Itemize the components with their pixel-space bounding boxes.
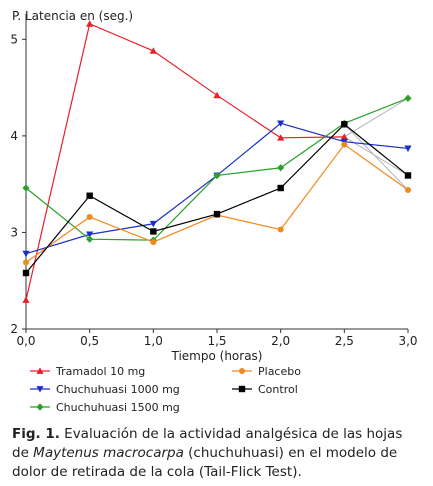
data-point-chuchuhuasi-1000-mg (277, 120, 285, 127)
data-point-control (341, 121, 348, 128)
gray-connector-lines (343, 97, 409, 191)
legend-label: Control (258, 383, 298, 396)
legend-marker (36, 367, 44, 374)
figure-caption: Fig. 1. Evaluación de la actividad analg… (12, 425, 422, 482)
legend-entry-chuchuhuasi-1500-mg: Chuchuhuasi 1500 mg (30, 401, 180, 414)
data-point-chuchuhuasi-1500-mg (213, 171, 221, 180)
data-point-control (213, 210, 221, 218)
caption-text-after: (chuchuhuasi) en el modelo de dolor de r… (12, 445, 398, 480)
data-point-chuchuhuasi-1000-mg (22, 250, 30, 258)
x-axis-label: Tiempo (horas) (171, 349, 263, 363)
data-point-control (277, 184, 284, 192)
data-point-tramadol-10-mg (213, 91, 221, 99)
series-line-control (25, 123, 409, 274)
data-point-tramadol-10-mg (86, 20, 94, 27)
data-point-placebo (23, 259, 29, 266)
data-point-tramadol-10-mg (277, 134, 285, 141)
data-point-control (404, 172, 412, 179)
legend-entry-tramadol-10-mg: Tramadol 10 mg (30, 365, 145, 378)
legend-label: Tramadol 10 mg (55, 365, 145, 378)
gray-connector-line (343, 123, 409, 191)
data-point-chuchuhuasi-1500-mg (404, 94, 412, 102)
data-point-control (22, 269, 30, 277)
caption-species: Maytenus macrocarpa (33, 445, 184, 461)
x-tick-label: 0,0 (16, 334, 35, 348)
data-point-placebo (86, 213, 93, 220)
x-tick-label: 1,5 (207, 334, 226, 348)
y-tick-label: 4 (10, 129, 18, 143)
latency-line-chart: 0,0 0,5 1,0 1,5 2,0 2,5 3,0 2 3 4 5 P. Latencia en… (10, 9, 418, 414)
legend-entry-control: Control (232, 383, 298, 396)
y-tick-label: 2 (10, 322, 18, 336)
figure-label: Fig. 1. (12, 426, 60, 442)
x-tick-label: 2,0 (271, 334, 290, 348)
data-point-chuchuhuasi-1500-mg (86, 235, 94, 243)
data-point-placebo (277, 226, 284, 233)
data-point-placebo (150, 239, 157, 246)
legend-entry-chuchuhuasi-1000-mg: Chuchuhuasi 1000 mg (30, 383, 180, 396)
series-line-tramadol-10-mg (25, 23, 345, 301)
data-point-chuchuhuasi-1000-mg (404, 145, 412, 153)
y-axis-label: P. Latencia en (seg.) (12, 9, 133, 23)
x-tick-label: 2,5 (335, 334, 354, 348)
legend-marker (239, 368, 245, 374)
data-point-control (150, 228, 157, 235)
data-point-tramadol-10-mg (340, 133, 348, 140)
legend-marker (36, 386, 44, 393)
data-point-placebo (405, 186, 411, 193)
data-point-tramadol-10-mg (22, 296, 30, 303)
data-point-chuchuhuasi-1000-mg (149, 220, 157, 228)
caption-text-before: Evaluación de la actividad analgésica de… (12, 426, 403, 461)
x-tick-label: 0,5 (80, 334, 99, 348)
series-line-chuchuhuasi-1500-mg (25, 97, 409, 241)
x-tick-label: 3,0 (398, 334, 417, 348)
legend-label: Chuchuhuasi 1500 mg (56, 401, 180, 414)
data-point-chuchuhuasi-1500-mg (277, 164, 285, 172)
data-point-placebo (341, 141, 348, 148)
x-tick-label: 1,0 (144, 334, 163, 348)
y-tick-label: 3 (10, 225, 18, 239)
series-lines (25, 23, 409, 301)
data-point-control (86, 192, 93, 199)
chart-axes: 0,0 0,5 1,0 1,5 2,0 2,5 3,0 2 3 4 5 (10, 14, 418, 348)
data-point-tramadol-10-mg (149, 47, 157, 54)
legend-label: Placebo (258, 365, 301, 378)
chart-legend: Tramadol 10 mg Chuchuhuasi 1000 mg Chuchuh… (30, 365, 301, 414)
legend-marker (36, 403, 44, 411)
series-markers (22, 20, 412, 303)
data-point-chuchuhuasi-1000-mg (86, 231, 94, 238)
data-point-chuchuhuasi-1500-mg (22, 184, 30, 192)
legend-label: Chuchuhuasi 1000 mg (56, 383, 180, 396)
y-tick-label: 5 (10, 32, 18, 46)
legend-entry-placebo: Placebo (232, 365, 301, 378)
legend-marker (238, 385, 246, 393)
gray-connector-line (344, 97, 409, 138)
